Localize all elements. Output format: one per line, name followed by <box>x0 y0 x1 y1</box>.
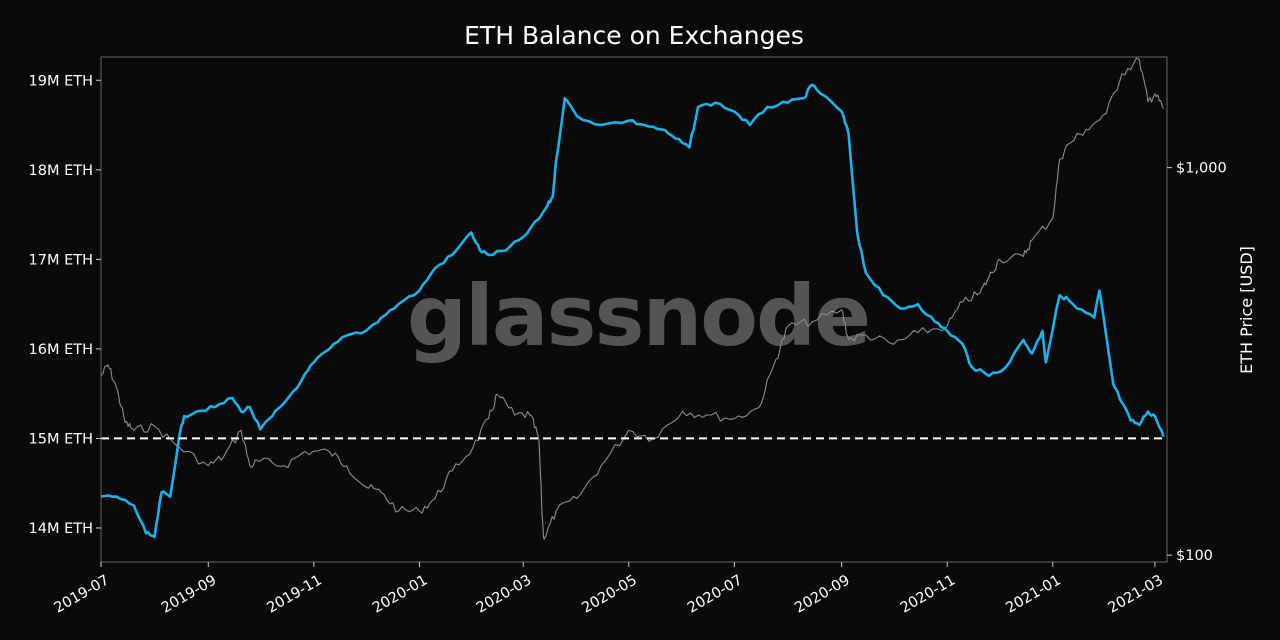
y-right-tick-label: $100 <box>1176 548 1213 564</box>
plot-frame <box>100 56 1168 563</box>
y-left-tick-label: 17M ETH <box>29 252 94 268</box>
watermark-logo: glassnode <box>407 267 869 365</box>
y-right-tick-label: $1,000 <box>1176 161 1227 177</box>
y-left-tick-label: 18M ETH <box>29 163 94 179</box>
y-left-tick-label: 14M ETH <box>29 521 94 537</box>
balance-series-layer <box>100 83 1165 539</box>
balance-series-line <box>100 83 1165 539</box>
chart-title: ETH Balance on Exchanges <box>464 21 804 50</box>
y-left-tick-label: 16M ETH <box>29 342 94 358</box>
y-left-tick-label: 15M ETH <box>29 431 94 447</box>
y-left-axis: 19M ETH 18M ETH 17M ETH 16M ETH 15M ETH 14M E… <box>29 73 101 537</box>
y-axis-label-right: ETH Price [USD] <box>1237 246 1256 374</box>
price-series-line <box>100 57 1164 540</box>
y-left-tick-label: 19M ETH <box>29 73 94 89</box>
price-series-layer <box>100 57 1164 540</box>
y-right-axis: $1,000 $100 <box>1167 161 1227 564</box>
